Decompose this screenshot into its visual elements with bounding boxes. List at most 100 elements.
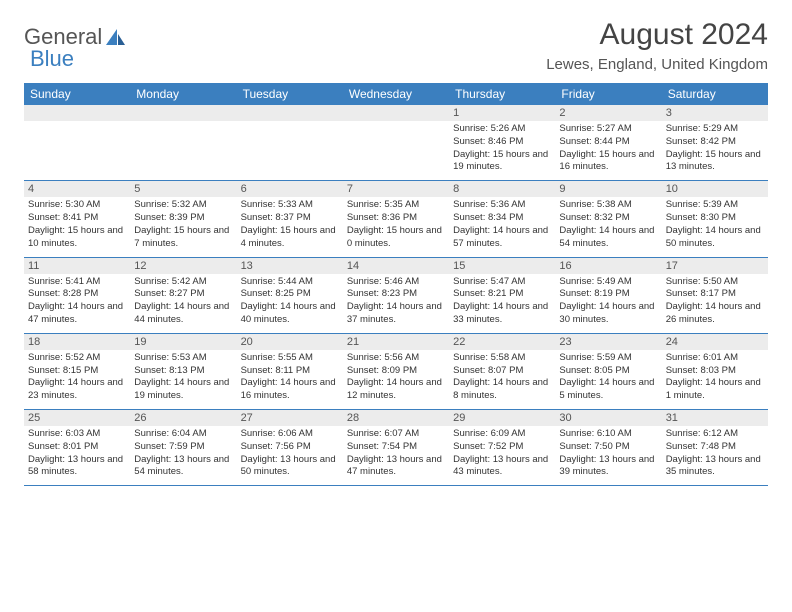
sunrise-text: Sunrise: 6:06 AM [241, 428, 339, 441]
daylight-text: Daylight: 15 hours and 0 minutes. [347, 225, 445, 251]
day-cell [24, 105, 130, 180]
day-cell: 14Sunrise: 5:46 AMSunset: 8:23 PMDayligh… [343, 258, 449, 333]
day-detail: Sunrise: 5:36 AMSunset: 8:34 PMDaylight:… [449, 197, 555, 256]
weekday-header: Friday [555, 83, 661, 105]
date-number: 31 [662, 410, 768, 426]
day-cell: 24Sunrise: 6:01 AMSunset: 8:03 PMDayligh… [662, 334, 768, 409]
weekday-header: Monday [130, 83, 236, 105]
daylight-text: Daylight: 14 hours and 44 minutes. [134, 301, 232, 327]
day-detail: Sunrise: 5:29 AMSunset: 8:42 PMDaylight:… [662, 121, 768, 180]
sunset-text: Sunset: 8:17 PM [666, 288, 764, 301]
date-number: 24 [662, 334, 768, 350]
day-cell [237, 105, 343, 180]
week-row: 25Sunrise: 6:03 AMSunset: 8:01 PMDayligh… [24, 410, 768, 486]
date-number: 27 [237, 410, 343, 426]
day-detail: Sunrise: 6:01 AMSunset: 8:03 PMDaylight:… [662, 350, 768, 409]
daylight-text: Daylight: 14 hours and 57 minutes. [453, 225, 551, 251]
day-detail: Sunrise: 6:10 AMSunset: 7:50 PMDaylight:… [555, 426, 661, 485]
day-detail: Sunrise: 5:35 AMSunset: 8:36 PMDaylight:… [343, 197, 449, 256]
day-detail: Sunrise: 5:33 AMSunset: 8:37 PMDaylight:… [237, 197, 343, 256]
date-number [343, 105, 449, 121]
weeks-container: 1Sunrise: 5:26 AMSunset: 8:46 PMDaylight… [24, 105, 768, 486]
sunrise-text: Sunrise: 5:58 AM [453, 352, 551, 365]
sunrise-text: Sunrise: 5:26 AM [453, 123, 551, 136]
sunrise-text: Sunrise: 5:33 AM [241, 199, 339, 212]
weekday-header-row: SundayMondayTuesdayWednesdayThursdayFrid… [24, 83, 768, 105]
daylight-text: Daylight: 15 hours and 10 minutes. [28, 225, 126, 251]
day-cell: 20Sunrise: 5:55 AMSunset: 8:11 PMDayligh… [237, 334, 343, 409]
title-block: August 2024 Lewes, England, United Kingd… [546, 18, 768, 73]
sunset-text: Sunset: 8:30 PM [666, 212, 764, 225]
week-row: 18Sunrise: 5:52 AMSunset: 8:15 PMDayligh… [24, 334, 768, 410]
date-number [130, 105, 236, 121]
day-detail: Sunrise: 5:49 AMSunset: 8:19 PMDaylight:… [555, 274, 661, 333]
date-number: 15 [449, 258, 555, 274]
date-number: 8 [449, 181, 555, 197]
daylight-text: Daylight: 15 hours and 7 minutes. [134, 225, 232, 251]
day-cell: 11Sunrise: 5:41 AMSunset: 8:28 PMDayligh… [24, 258, 130, 333]
day-cell: 22Sunrise: 5:58 AMSunset: 8:07 PMDayligh… [449, 334, 555, 409]
sunset-text: Sunset: 7:52 PM [453, 441, 551, 454]
day-detail: Sunrise: 5:58 AMSunset: 8:07 PMDaylight:… [449, 350, 555, 409]
day-cell: 27Sunrise: 6:06 AMSunset: 7:56 PMDayligh… [237, 410, 343, 485]
sunrise-text: Sunrise: 6:07 AM [347, 428, 445, 441]
date-number: 7 [343, 181, 449, 197]
daylight-text: Daylight: 15 hours and 19 minutes. [453, 149, 551, 175]
sunrise-text: Sunrise: 5:27 AM [559, 123, 657, 136]
daylight-text: Daylight: 13 hours and 43 minutes. [453, 454, 551, 480]
weekday-header: Thursday [449, 83, 555, 105]
sunrise-text: Sunrise: 6:01 AM [666, 352, 764, 365]
daylight-text: Daylight: 13 hours and 50 minutes. [241, 454, 339, 480]
day-detail: Sunrise: 5:42 AMSunset: 8:27 PMDaylight:… [130, 274, 236, 333]
date-number: 9 [555, 181, 661, 197]
sunrise-text: Sunrise: 5:30 AM [28, 199, 126, 212]
date-number: 5 [130, 181, 236, 197]
day-cell: 18 Sunrise: 5:52 AMSunset: 8:15 PMDayligh… [24, 334, 130, 409]
day-cell: 15Sunrise: 5:47 AMSunset: 8:21 PMDayligh… [449, 258, 555, 333]
daylight-text: Daylight: 14 hours and 19 minutes. [134, 377, 232, 403]
day-detail: Sunrise: 5:44 AMSunset: 8:25 PMDaylight:… [237, 274, 343, 333]
sunrise-text: Sunrise: 5:29 AM [666, 123, 764, 136]
date-number: 14 [343, 258, 449, 274]
daylight-text: Daylight: 15 hours and 4 minutes. [241, 225, 339, 251]
sunrise-text: Sunrise: 5:35 AM [347, 199, 445, 212]
day-cell: 26Sunrise: 6:04 AMSunset: 7:59 PMDayligh… [130, 410, 236, 485]
daylight-text: Daylight: 14 hours and 12 minutes. [347, 377, 445, 403]
date-number: 18 [24, 334, 130, 350]
sunrise-text: Sunrise: 5:46 AM [347, 276, 445, 289]
sunset-text: Sunset: 8:15 PM [28, 365, 126, 378]
sunrise-text: Sunrise: 5:38 AM [559, 199, 657, 212]
sunset-text: Sunset: 8:42 PM [666, 136, 764, 149]
day-detail [24, 121, 130, 129]
day-cell: 30Sunrise: 6:10 AMSunset: 7:50 PMDayligh… [555, 410, 661, 485]
date-number: 21 [343, 334, 449, 350]
date-number: 22 [449, 334, 555, 350]
daylight-text: Daylight: 14 hours and 16 minutes. [241, 377, 339, 403]
date-number: 12 [130, 258, 236, 274]
day-detail: Sunrise: 5:38 AMSunset: 8:32 PMDaylight:… [555, 197, 661, 256]
day-detail [343, 121, 449, 129]
daylight-text: Daylight: 14 hours and 47 minutes. [28, 301, 126, 327]
weekday-header: Saturday [662, 83, 768, 105]
sunset-text: Sunset: 8:27 PM [134, 288, 232, 301]
daylight-text: Daylight: 13 hours and 54 minutes. [134, 454, 232, 480]
week-row: 11Sunrise: 5:41 AMSunset: 8:28 PMDayligh… [24, 258, 768, 334]
day-detail: Sunrise: 5:55 AMSunset: 8:11 PMDaylight:… [237, 350, 343, 409]
daylight-text: Daylight: 15 hours and 16 minutes. [559, 149, 657, 175]
daylight-text: Daylight: 14 hours and 26 minutes. [666, 301, 764, 327]
day-cell: 19Sunrise: 5:53 AMSunset: 8:13 PMDayligh… [130, 334, 236, 409]
daylight-text: Daylight: 14 hours and 23 minutes. [28, 377, 126, 403]
day-cell: 10Sunrise: 5:39 AMSunset: 8:30 PMDayligh… [662, 181, 768, 256]
day-detail: Sunrise: 5:47 AMSunset: 8:21 PMDaylight:… [449, 274, 555, 333]
daylight-text: Daylight: 13 hours and 35 minutes. [666, 454, 764, 480]
day-cell: 2Sunrise: 5:27 AMSunset: 8:44 PMDaylight… [555, 105, 661, 180]
daylight-text: Daylight: 15 hours and 13 minutes. [666, 149, 764, 175]
date-number: 17 [662, 258, 768, 274]
sunset-text: Sunset: 8:32 PM [559, 212, 657, 225]
day-detail: Sunrise: 5:32 AMSunset: 8:39 PMDaylight:… [130, 197, 236, 256]
sunrise-text: Sunrise: 5:52 AM [28, 352, 126, 365]
date-number: 2 [555, 105, 661, 121]
date-number: 23 [555, 334, 661, 350]
sunrise-text: Sunrise: 6:04 AM [134, 428, 232, 441]
day-detail: Sunrise: 5:30 AMSunset: 8:41 PMDaylight:… [24, 197, 130, 256]
